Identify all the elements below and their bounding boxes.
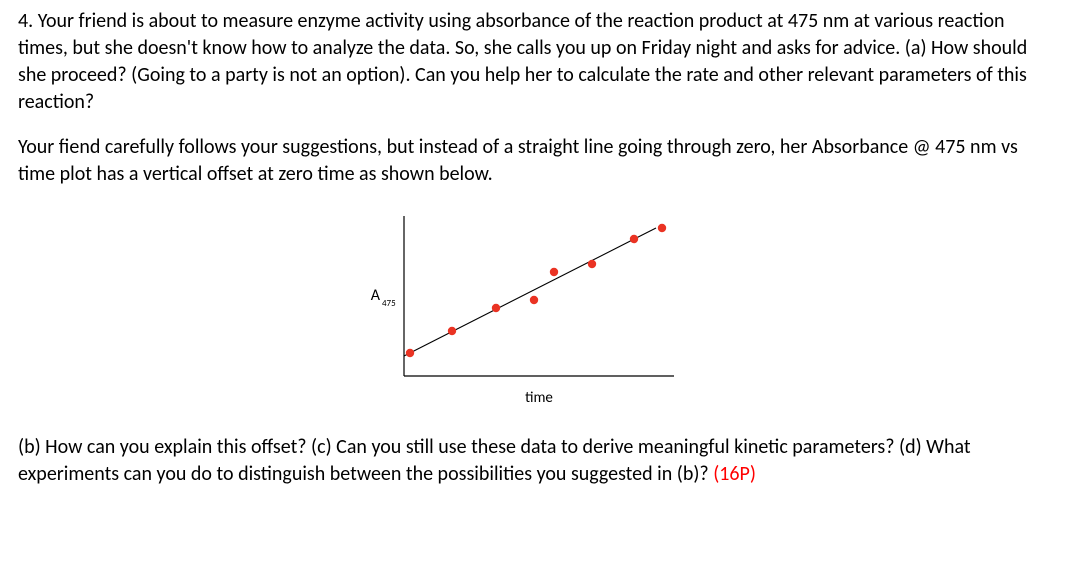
data-point [530, 296, 538, 304]
data-point [630, 235, 638, 243]
paragraph-2: Your fiend carefully follows your sugges… [18, 134, 1050, 188]
data-point [658, 224, 666, 232]
y-axis-label-sub: 475 [382, 298, 396, 309]
y-axis-label-main: A [371, 286, 381, 305]
question-page: 4. Your friend is about to measure enzym… [0, 0, 1068, 524]
data-point [492, 304, 500, 312]
data-point [406, 349, 414, 357]
x-axis-label: time [525, 389, 553, 407]
data-point [448, 327, 456, 335]
paragraph-1: 4. Your friend is about to measure enzym… [18, 8, 1050, 116]
absorbance-vs-time-chart: A475 time [344, 206, 724, 416]
trend-line [404, 228, 656, 356]
paragraph-3: (b) How can you explain this offset? (c)… [18, 434, 1050, 488]
data-point [588, 260, 596, 268]
points-label: (16P) [713, 462, 756, 486]
paragraph-3-text: (b) How can you explain this offset? (c)… [18, 435, 971, 486]
chart-container: A475 time [18, 206, 1050, 416]
data-point [550, 268, 558, 276]
